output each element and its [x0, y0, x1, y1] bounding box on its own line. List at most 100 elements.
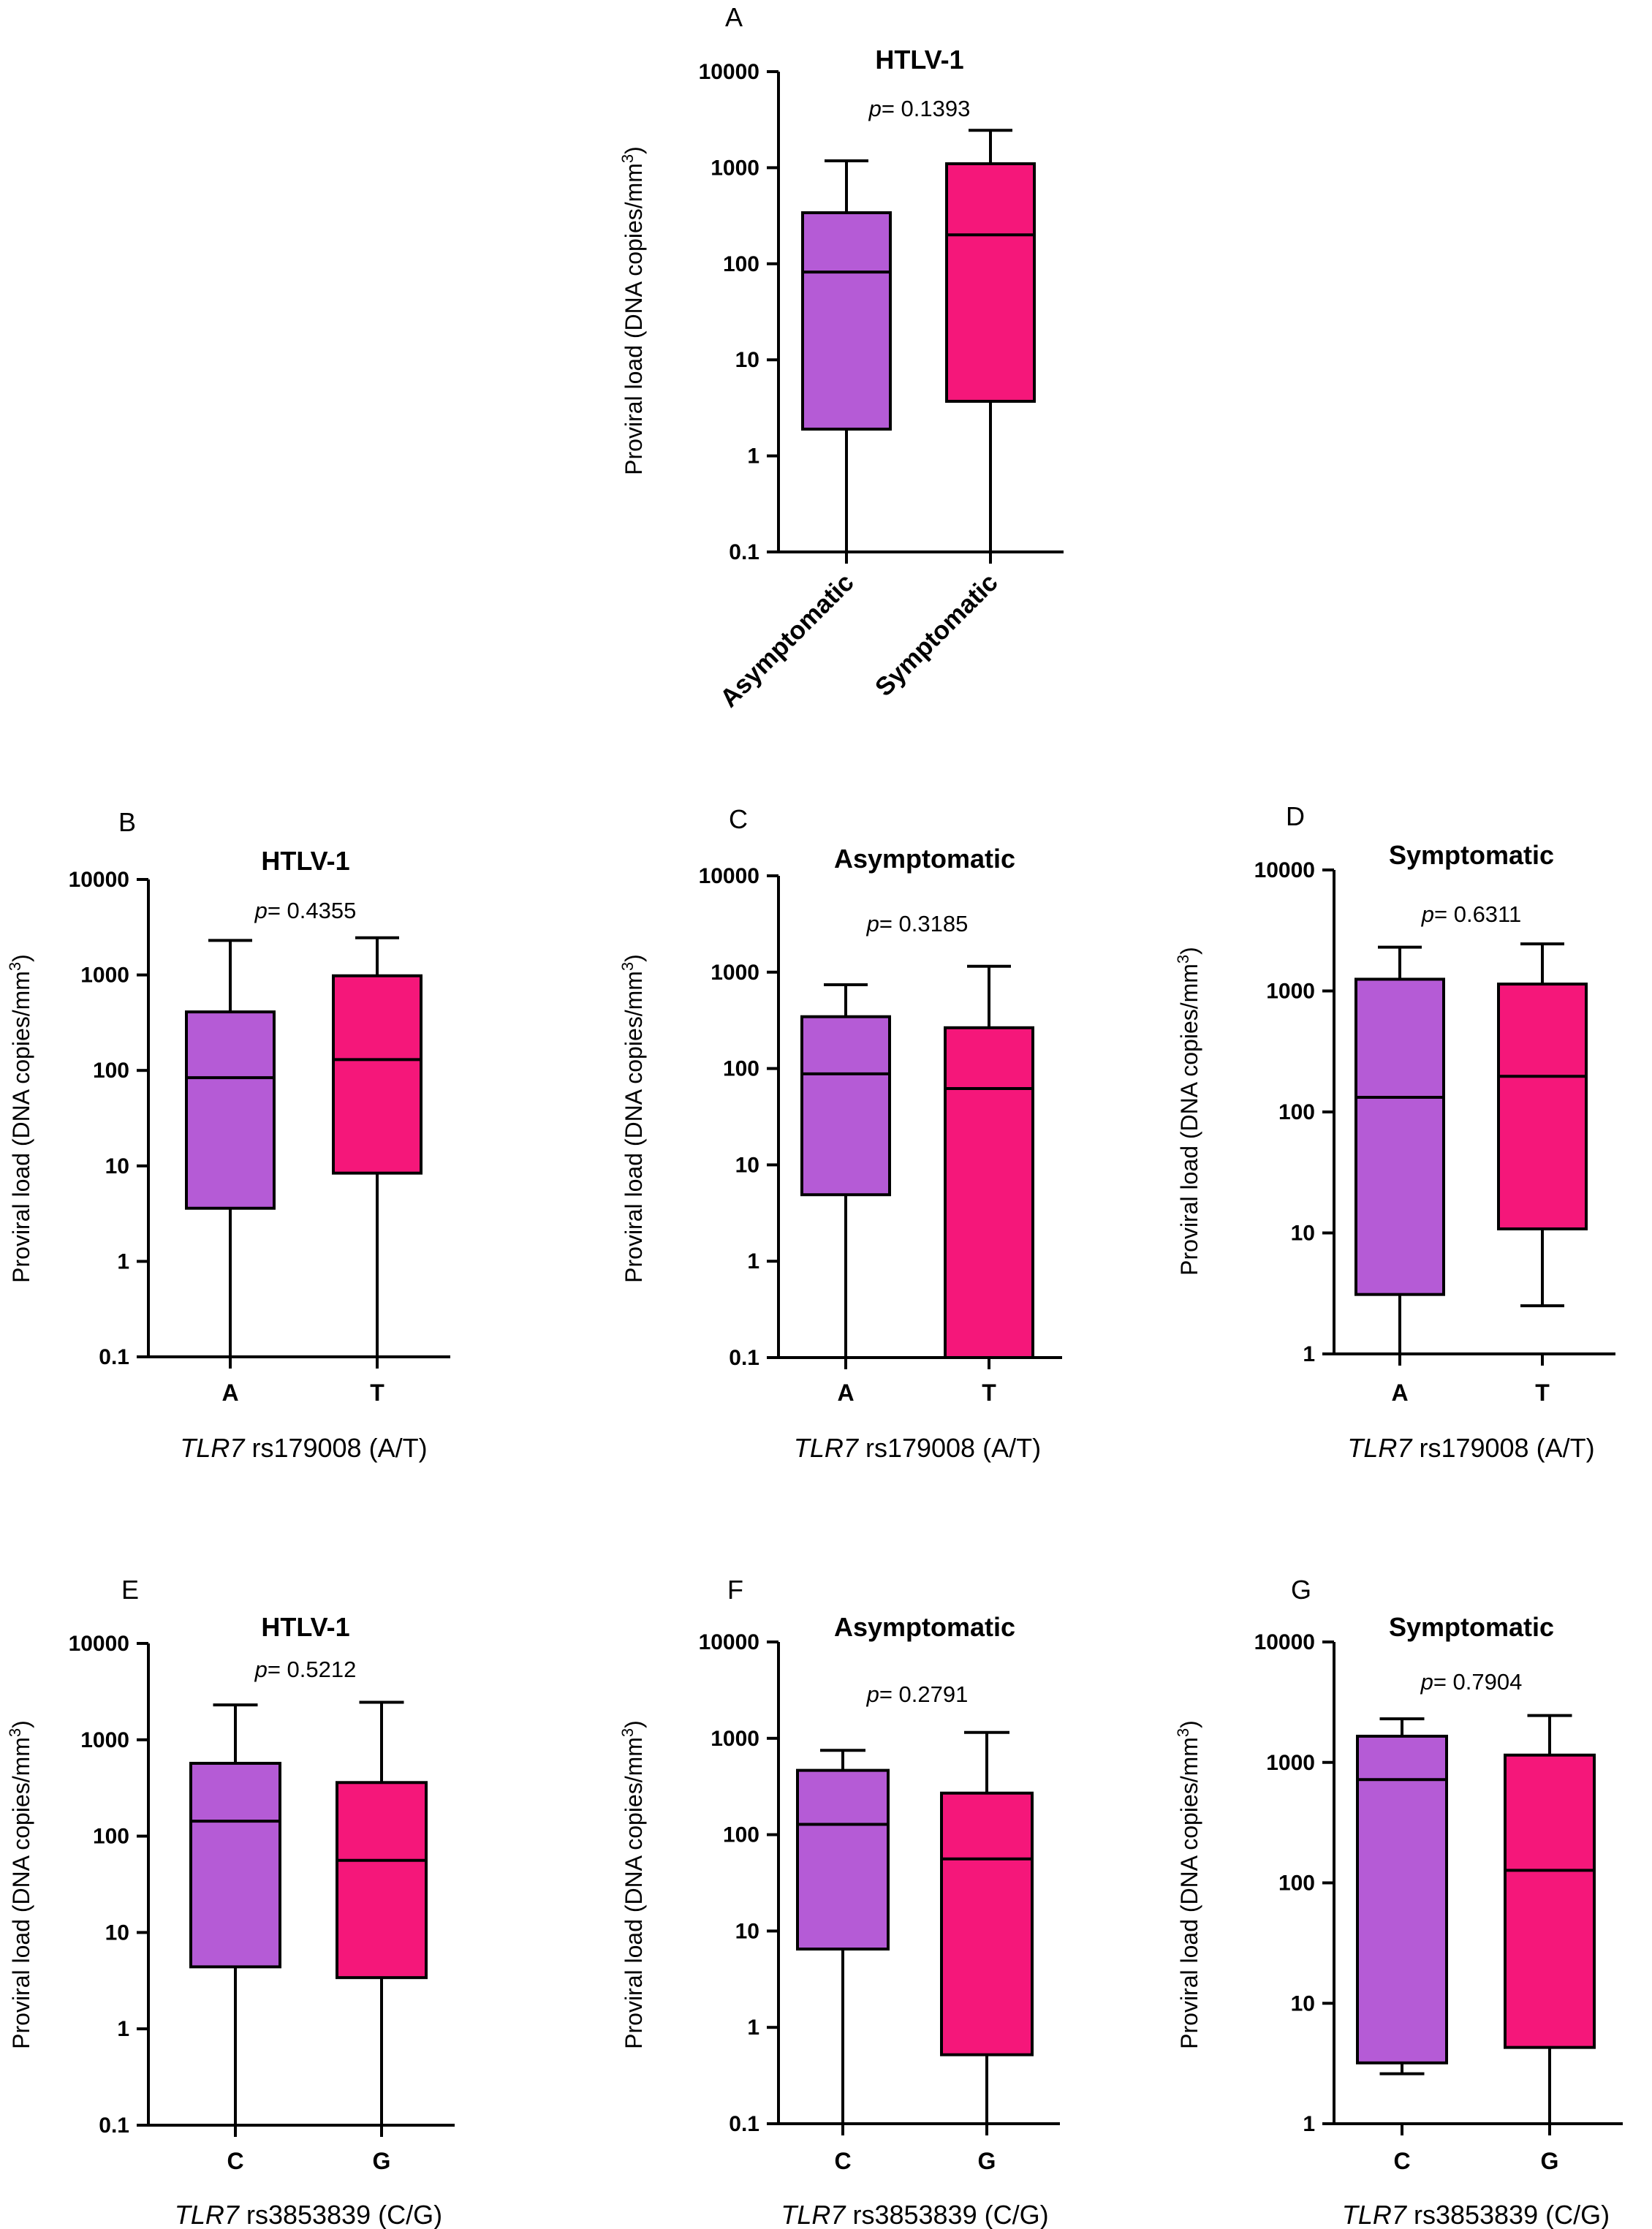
- y-axis-label-main: Proviral load (DNA copies/mm: [8, 971, 34, 1283]
- x-axis-label: TLR7 rs3853839 (C/G): [175, 2200, 442, 2229]
- y-axis-label-main: Proviral load (DNA copies/mm: [8, 1737, 34, 2049]
- y-axis-label-main: Proviral load (DNA copies/mm: [621, 971, 647, 1283]
- x-axis-label-snp: rs179008 (A/T): [244, 1433, 427, 1463]
- box-iqr: [1356, 1734, 1448, 2065]
- box-t: [1497, 942, 1588, 1308]
- category-label: T: [1535, 1380, 1550, 1406]
- panel-e: E HTLV-1 p= 0.5212 0.1 1 10 100 1000 10000 Provir…: [6, 1575, 455, 2229]
- p-value-number: = 0.7904: [1433, 1669, 1523, 1695]
- y-tick-label: 10: [105, 1154, 129, 1178]
- y-tick-label: 10000: [699, 60, 759, 84]
- y-axis-label-end: ): [1176, 1720, 1202, 1728]
- panel-d: D Symptomatic p= 0.6311 1 10 100 1000 10000 Prov…: [1174, 801, 1615, 1463]
- panel-b: B HTLV-1 p= 0.4355 0.1 1 10 100 1000 10000 Provir…: [6, 807, 450, 1463]
- x-axis-label: TLR7 rs179008 (A/T): [1347, 1433, 1594, 1463]
- p-value-symbol: p: [868, 96, 882, 121]
- chart-title: Symptomatic: [1389, 840, 1554, 870]
- x-axis-label-gene: TLR7: [781, 2200, 846, 2229]
- y-tick-label: 10000: [69, 1632, 129, 1656]
- y-axis-label: Proviral load (DNA copies/mm3): [618, 146, 647, 475]
- y-tick-label: 0.1: [99, 1345, 129, 1369]
- y-tick-label: 1000: [1266, 1751, 1315, 1775]
- chart-title: HTLV-1: [875, 45, 963, 75]
- y-axis-label-end: ): [8, 1720, 34, 1728]
- x-axis-label-gene: TLR7: [1342, 2200, 1408, 2229]
- x-axis-label: TLR7 rs3853839 (C/G): [1342, 2200, 1610, 2229]
- x-axis-label: TLR7 rs179008 (A/T): [794, 1433, 1041, 1463]
- panel-letter: E: [121, 1575, 139, 1605]
- chart-title: Asymptomatic: [834, 844, 1015, 874]
- box-g: [940, 1730, 1034, 2124]
- chart-title: Symptomatic: [1389, 1612, 1554, 1642]
- p-value: p= 0.7904: [1420, 1669, 1523, 1695]
- p-value-symbol: p: [1420, 1669, 1433, 1695]
- category-label: G: [978, 2148, 996, 2174]
- p-value-number: = 0.5212: [268, 1657, 357, 1682]
- category-label: T: [370, 1380, 384, 1406]
- y-axis-label: Proviral load (DNA copies/mm3): [618, 954, 647, 1283]
- x-axis-label-snp: rs3853839 (C/G): [845, 2200, 1048, 2229]
- category-label: C: [227, 2148, 243, 2174]
- box-iqr: [800, 1015, 891, 1197]
- y-tick-label: 10: [1291, 1222, 1315, 1246]
- x-axis-label-snp: rs3853839 (C/G): [1406, 2200, 1610, 2229]
- category-label: Symptomatic: [870, 568, 1004, 702]
- x-axis-label-snp: rs3853839 (C/G): [239, 2200, 442, 2229]
- category-label: T: [982, 1380, 996, 1406]
- box-iqr: [185, 1010, 276, 1210]
- y-tick-label: 10: [105, 1920, 129, 1945]
- box-asymptomatic: [801, 159, 892, 552]
- y-tick-label: 100: [723, 1823, 759, 1847]
- chart-title: HTLV-1: [261, 846, 349, 876]
- box-iqr: [336, 1781, 428, 1980]
- y-tick-label: 10: [735, 1153, 759, 1177]
- box-iqr: [1354, 977, 1445, 1296]
- x-axis-label-gene: TLR7: [180, 1433, 246, 1463]
- y-tick-label: 1000: [711, 961, 759, 985]
- y-tick-label: 0.1: [729, 2112, 759, 2136]
- p-value: p= 0.6311: [1421, 901, 1521, 927]
- box-iqr: [332, 974, 423, 1175]
- y-tick-label: 10000: [1254, 858, 1315, 882]
- p-value: p= 0.2791: [866, 1681, 969, 1707]
- y-tick-label: 10: [1291, 1991, 1315, 2016]
- y-axis-label-sup: 3: [1174, 1728, 1192, 1737]
- y-axis-label-sup: 3: [618, 154, 637, 163]
- box-iqr: [940, 1791, 1034, 2056]
- y-tick-label: 0.1: [729, 1346, 759, 1370]
- y-tick-label: 100: [93, 1059, 129, 1083]
- y-tick-label: 10: [735, 1919, 759, 1943]
- box-g: [1504, 1714, 1596, 2124]
- y-tick-label: 10000: [699, 1630, 759, 1654]
- panel-letter: G: [1291, 1575, 1311, 1605]
- y-axis-label: Proviral load (DNA copies/mm3): [1174, 947, 1202, 1276]
- box-a: [1354, 945, 1445, 1354]
- p-value-symbol: p: [866, 911, 879, 936]
- y-tick-label: 0.1: [729, 540, 759, 564]
- panel-letter: F: [727, 1575, 743, 1605]
- y-axis-label-end: ): [621, 146, 647, 154]
- x-axis-label-snp: rs179008 (A/T): [858, 1433, 1041, 1463]
- category-label: G: [373, 2148, 391, 2174]
- p-value-number: = 0.4355: [268, 898, 357, 923]
- panel-g: G Symptomatic p= 0.7904 1 10 100 1000 10000 Prov…: [1174, 1575, 1623, 2229]
- box-g: [336, 1700, 428, 2125]
- box-c: [796, 1749, 890, 2124]
- y-axis-label-sup: 3: [6, 962, 24, 971]
- p-value: p= 0.3185: [866, 911, 969, 936]
- p-value: p= 0.5212: [254, 1657, 357, 1682]
- y-tick-label: 10: [735, 348, 759, 372]
- panel-a: A HTLV-1 p= 0.1393 0.1 1 10 100 1000 10000 Provir…: [618, 2, 1064, 713]
- y-tick-label: 1000: [711, 156, 759, 180]
- y-axis-label-main: Proviral load (DNA copies/mm: [621, 1737, 647, 2049]
- chart-title: Asymptomatic: [834, 1612, 1015, 1642]
- y-tick-label: 10000: [1254, 1630, 1315, 1654]
- y-axis-label-end: ): [621, 954, 647, 962]
- panel-letter: D: [1286, 801, 1305, 831]
- panel-letter: B: [118, 807, 136, 837]
- category-label: A: [1391, 1380, 1408, 1406]
- p-value: p= 0.1393: [868, 96, 971, 121]
- category-label: G: [1541, 2148, 1559, 2174]
- x-axis-label-gene: TLR7: [1347, 1433, 1413, 1463]
